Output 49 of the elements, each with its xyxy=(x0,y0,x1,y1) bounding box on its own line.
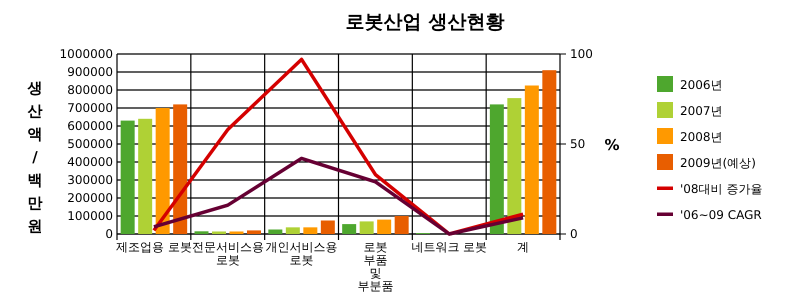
bar xyxy=(286,227,300,234)
y-axis-title: 생산액/백만원 xyxy=(26,79,42,235)
chart-title: 로봇산업 생산현황 xyxy=(346,11,504,33)
bar xyxy=(507,98,522,234)
y-tick-label: 800000 xyxy=(67,83,113,97)
bar xyxy=(524,86,539,234)
legend-label: '08대비 증가율 xyxy=(680,182,762,196)
bar xyxy=(320,220,335,234)
bar xyxy=(230,231,244,234)
x-tick-label: 네트워크 로봇 xyxy=(411,240,488,254)
bar xyxy=(138,118,152,234)
y2-tick-label: 100 xyxy=(570,47,593,61)
y-tick-label: 1000000 xyxy=(60,47,113,61)
x-tick-label: 로봇 부품 및 부분품 xyxy=(357,240,394,293)
x-tick-label: 계 xyxy=(517,240,530,254)
legend-label: 2008년 xyxy=(680,130,723,144)
y2-tick-label: 50 xyxy=(570,137,586,151)
bar xyxy=(156,108,170,234)
x-tick-label: 개인서비스용 로봇 xyxy=(266,240,338,267)
y-tick-label: 600000 xyxy=(67,119,113,133)
y-tick-label: 300000 xyxy=(67,173,113,187)
legend-label: 2009년(예상) xyxy=(680,156,756,170)
bar xyxy=(490,104,504,234)
bar xyxy=(342,224,356,234)
bar xyxy=(394,216,409,234)
legend-label: 2006년 xyxy=(680,78,723,92)
y-tick-label: 0 xyxy=(105,227,113,241)
bar xyxy=(268,230,282,234)
bar xyxy=(360,221,374,234)
bar xyxy=(303,227,318,234)
legend-label: 2007년 xyxy=(680,104,723,118)
y-tick-label: 900000 xyxy=(67,65,113,79)
y2-axis-title: % xyxy=(604,136,620,154)
y-tick-label: 400000 xyxy=(67,155,113,169)
y-tick-label: 500000 xyxy=(67,137,113,151)
bar xyxy=(120,120,135,234)
y-tick-label: 700000 xyxy=(67,101,113,115)
legend-label: '06~09 CAGR xyxy=(680,208,762,222)
y-tick-label: 200000 xyxy=(67,191,113,205)
bar xyxy=(173,104,188,234)
y-tick-label: 100000 xyxy=(67,209,113,223)
bar xyxy=(212,231,226,234)
x-tick-label: 전문서비스용 로봇 xyxy=(192,240,264,267)
bar xyxy=(377,220,392,234)
bar xyxy=(194,231,208,234)
bar xyxy=(542,70,556,234)
y2-tick-label: 0 xyxy=(570,227,578,241)
bar xyxy=(247,230,261,234)
x-tick-label: 제조업용 로봇 xyxy=(116,240,192,254)
